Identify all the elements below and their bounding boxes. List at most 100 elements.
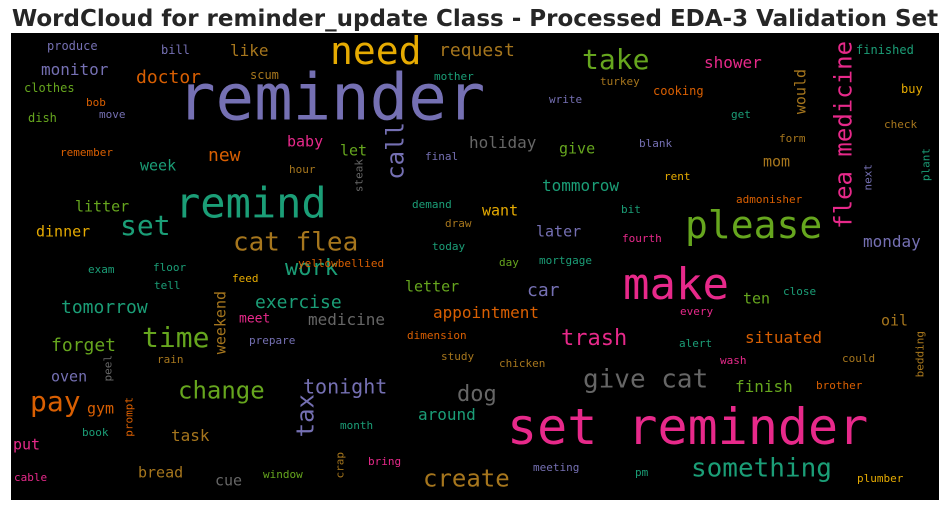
word-later: later	[536, 222, 581, 240]
word-tommorow: tommorow	[542, 176, 619, 195]
word-plant: plant	[920, 148, 933, 181]
word-turkey: turkey	[600, 75, 640, 88]
word-book: book	[82, 426, 109, 439]
wordcloud-svg: reminder set reminder make remind please need…	[13, 33, 933, 493]
word-give: give	[559, 139, 595, 157]
word-close: close	[783, 285, 816, 298]
chart-title: WordCloud for reminder_update Class - Pr…	[11, 6, 939, 32]
word-day: day	[499, 256, 519, 269]
word-brother: brother	[816, 379, 863, 392]
word-meet: meet	[239, 312, 270, 327]
word-floor: floor	[153, 261, 186, 274]
word-scum: scum	[250, 68, 279, 82]
word-write: write	[549, 93, 582, 106]
word-buy: buy	[901, 82, 923, 96]
word-gym: gym	[87, 399, 114, 417]
word-like: like	[230, 41, 269, 60]
word-holiday: holiday	[469, 133, 537, 152]
word-new: new	[208, 145, 241, 166]
word-tomorrow: tomorrow	[61, 297, 148, 318]
word-bedding: bedding	[914, 331, 927, 377]
word-put: put	[13, 435, 40, 453]
word-prepare: prepare	[249, 334, 295, 347]
word-ten: ten	[743, 289, 770, 307]
word-produce: produce	[47, 39, 98, 53]
word-cat-flea: cat flea	[233, 227, 358, 257]
word-next: next	[862, 164, 875, 191]
word-letter: letter	[405, 277, 459, 295]
word-move: move	[99, 108, 126, 121]
word-peel: peel	[102, 355, 115, 382]
word-draw: draw	[445, 217, 472, 230]
word-get: get	[731, 108, 751, 121]
word-tell: tell	[154, 279, 181, 292]
word-crap: crap	[334, 452, 347, 479]
word-around: around	[418, 405, 476, 424]
word-doctor: doctor	[136, 67, 201, 88]
word-rent: rent	[664, 170, 691, 183]
word-monitor: monitor	[41, 60, 109, 79]
word-time: time	[142, 321, 209, 354]
word-tax: tax	[292, 394, 320, 437]
word-fourth: fourth	[622, 232, 662, 245]
word-week: week	[140, 156, 176, 174]
word-mother: mother	[434, 70, 474, 83]
word-plumber: plumber	[857, 472, 904, 485]
word-pm: pm	[635, 466, 649, 479]
word-take: take	[582, 43, 649, 76]
word-change: change	[178, 377, 265, 405]
word-work: work	[285, 256, 338, 281]
word-reminder: reminder	[177, 61, 485, 135]
word-finished: finished	[856, 43, 914, 57]
word-study: study	[441, 350, 474, 363]
word-pay: pay	[30, 385, 81, 418]
word-would: would	[792, 69, 810, 114]
word-tonight: tonight	[303, 374, 387, 398]
word-cooking: cooking	[653, 84, 704, 98]
word-remember: remember	[60, 146, 113, 159]
word-chicken: chicken	[499, 357, 545, 370]
word-car: car	[527, 280, 560, 301]
word-oil: oil	[881, 311, 908, 329]
word-situated: situated	[745, 328, 822, 347]
word-form: form	[779, 132, 806, 145]
word-bill: bill	[161, 43, 190, 57]
word-forget: forget	[51, 335, 116, 356]
word-monday: monday	[863, 232, 921, 251]
word-remind: remind	[175, 178, 327, 227]
word-demand: demand	[412, 198, 452, 211]
word-steak: steak	[353, 159, 366, 192]
word-create: create	[423, 465, 510, 493]
word-bob: bob	[86, 96, 106, 109]
word-set: set	[120, 209, 171, 242]
word-baby: baby	[287, 132, 323, 150]
wordcloud-panel: reminder set reminder make remind please need…	[11, 33, 939, 500]
word-check: check	[884, 118, 917, 131]
word-trash: trash	[561, 326, 627, 351]
word-call: call	[382, 122, 410, 180]
word-mom: mom	[763, 152, 790, 170]
word-final: final	[425, 150, 458, 163]
word-exercise: exercise	[255, 292, 342, 313]
word-dinner: dinner	[36, 222, 90, 240]
word-task: task	[171, 426, 210, 445]
word-bring: bring	[368, 455, 401, 468]
word-hour: hour	[289, 163, 316, 176]
word-please: please	[685, 203, 822, 247]
word-alert: alert	[679, 337, 712, 350]
word-clothes: clothes	[24, 81, 75, 95]
word-let: let	[340, 141, 367, 159]
word-yellowbellied: yellowbellied	[298, 257, 384, 270]
word-weekend: weekend	[212, 291, 230, 354]
word-set-reminder: set reminder	[507, 398, 868, 456]
word-litter: litter	[75, 197, 129, 215]
word-medicine: medicine	[308, 310, 385, 329]
word-window: window	[263, 468, 303, 481]
word-mortgage: mortgage	[539, 254, 592, 267]
word-cue: cue	[215, 471, 242, 489]
word-dimension: dimension	[407, 329, 467, 342]
word-need: need	[330, 33, 422, 73]
word-blank: blank	[639, 137, 672, 150]
word-dog: dog	[457, 382, 497, 407]
word-meeting: meeting	[533, 461, 579, 474]
